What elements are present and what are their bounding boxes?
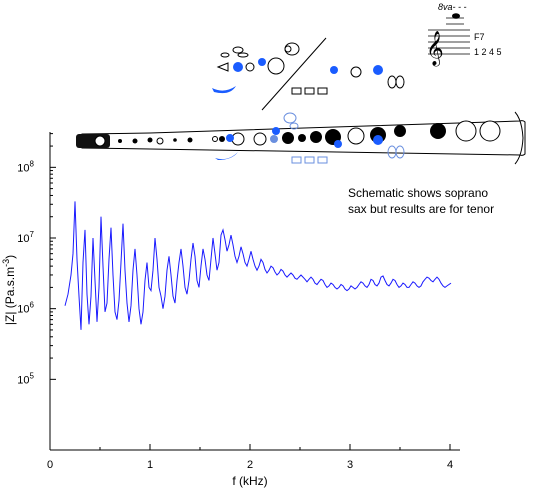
key-cluster	[212, 37, 405, 111]
impedance-series-line	[64, 201, 452, 330]
y-axis-title: |Z| (Pa.s.m-3)	[1, 255, 17, 325]
note-name: F7	[474, 32, 485, 42]
saxophone-schematic	[76, 37, 526, 165]
x-tick-label: 2	[247, 459, 253, 471]
selected-keys	[215, 127, 383, 160]
note-head	[452, 13, 460, 19]
y-tick-label: 105	[17, 371, 34, 386]
lower-key-outlines	[283, 112, 405, 164]
fingering-keys: 1 2 4 5	[474, 47, 502, 57]
mouthpiece-ring	[94, 135, 106, 147]
x-tick-label: 1	[147, 459, 153, 471]
x-axis-title: f (kHz)	[232, 474, 267, 488]
x-tick-label: 4	[447, 459, 453, 471]
annotation-line-1: Schematic shows soprano	[348, 186, 488, 200]
x-tick-label: 3	[347, 459, 353, 471]
x-tick-label: 0	[47, 459, 53, 471]
y-ticks: 105 106 107 108	[17, 133, 56, 386]
y-tick-label: 106	[17, 301, 34, 316]
staff-lines	[428, 17, 470, 55]
axes	[49, 132, 460, 451]
sax-bell	[514, 111, 524, 165]
fingering-diagram: 8va- - - 𝄞 F7 1 2 4 5	[426, 2, 502, 67]
y-tick-label: 107	[17, 230, 34, 245]
treble-clef-icon: 𝄞	[426, 31, 444, 67]
x-ticks: 0 1 2 3 4	[47, 444, 453, 471]
annotation-line-2: sax but results are for tenor	[348, 202, 494, 216]
octave-mark: 8va- - -	[438, 2, 467, 12]
y-tick-label: 108	[17, 159, 34, 174]
